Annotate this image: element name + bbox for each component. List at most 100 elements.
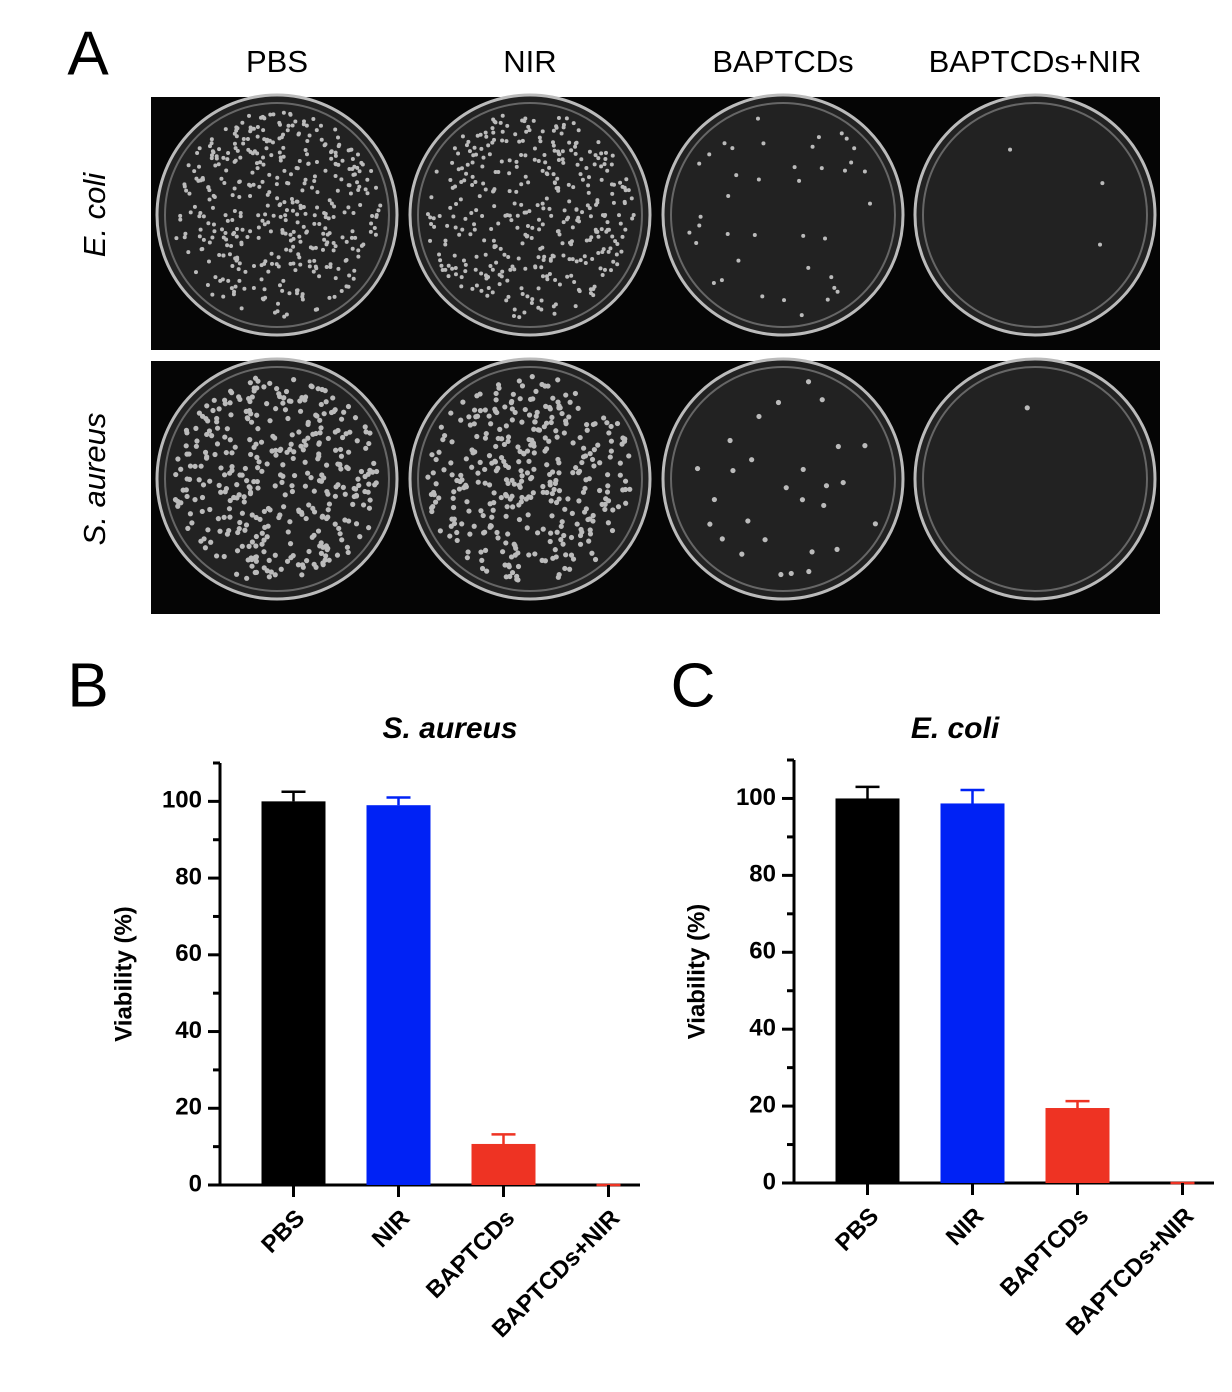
- colony: [302, 459, 308, 465]
- colony: [508, 267, 513, 272]
- y-tick-label: 0: [189, 1170, 202, 1197]
- colony: [529, 301, 534, 306]
- colony: [229, 286, 234, 291]
- colony: [496, 221, 501, 226]
- colony: [296, 429, 302, 435]
- colony: [338, 466, 344, 472]
- colony: [339, 289, 344, 294]
- colony: [534, 530, 541, 536]
- colony: [345, 549, 351, 556]
- colony: [253, 533, 259, 540]
- colony: [562, 208, 567, 213]
- colony: [333, 447, 339, 453]
- colony: [333, 153, 338, 158]
- colony: [478, 549, 484, 555]
- colony: [602, 162, 607, 167]
- colony: [221, 294, 226, 299]
- colony: [268, 112, 273, 117]
- colony: [323, 168, 328, 173]
- petri-rim: [164, 366, 390, 592]
- colony: [698, 214, 703, 219]
- colony: [573, 304, 578, 309]
- colony: [213, 275, 218, 280]
- colony: [369, 221, 374, 226]
- colony: [540, 201, 545, 206]
- colony: [609, 162, 614, 167]
- colony: [560, 149, 565, 154]
- colony: [260, 218, 265, 223]
- colony: [246, 396, 252, 402]
- colony: [584, 427, 590, 433]
- colony: [823, 236, 828, 241]
- colony: [514, 164, 519, 169]
- colony: [687, 230, 692, 235]
- colony: [500, 269, 505, 274]
- colony: [194, 438, 200, 444]
- colony: [315, 205, 320, 210]
- colony: [520, 292, 525, 297]
- colony: [567, 257, 572, 262]
- bar: [366, 805, 431, 1185]
- colony: [300, 564, 306, 570]
- colony: [490, 126, 495, 131]
- colony: [255, 134, 260, 139]
- colony: [337, 142, 342, 147]
- colony: [622, 486, 629, 493]
- colony: [477, 194, 482, 199]
- colony: [289, 432, 295, 438]
- colony: [532, 551, 538, 557]
- colony: [319, 386, 325, 393]
- colony: [238, 155, 243, 160]
- colony: [707, 521, 713, 527]
- colony: [246, 484, 252, 490]
- colony: [596, 140, 601, 145]
- colony: [318, 550, 325, 556]
- colony: [248, 125, 253, 130]
- colony: [561, 125, 566, 130]
- colony: [453, 225, 458, 230]
- colony: [600, 213, 605, 218]
- colony: [329, 149, 334, 154]
- colony: [216, 406, 222, 412]
- colony: [281, 110, 286, 115]
- colony: [522, 310, 527, 315]
- colony: [284, 247, 289, 252]
- colony: [505, 531, 511, 537]
- colony: [540, 526, 546, 532]
- colony: [324, 265, 329, 270]
- colony: [317, 221, 322, 226]
- colony: [235, 257, 240, 262]
- colony: [356, 188, 361, 193]
- colony: [538, 139, 543, 144]
- colony: [610, 507, 616, 513]
- colony: [304, 152, 309, 157]
- colony: [507, 573, 513, 580]
- colony: [474, 433, 480, 440]
- colony: [555, 574, 561, 580]
- colony: [278, 158, 283, 163]
- colony: [367, 467, 373, 473]
- colony: [552, 547, 558, 553]
- colony: [226, 150, 231, 155]
- colony: [363, 187, 368, 192]
- colony: [313, 564, 319, 570]
- colony: [332, 493, 338, 499]
- colony: [557, 232, 562, 237]
- colony: [522, 406, 528, 413]
- row-label: S. aureus: [77, 413, 112, 546]
- colony: [437, 528, 443, 534]
- colony: [249, 512, 255, 518]
- colony: [482, 480, 488, 486]
- colony: [366, 525, 372, 531]
- colony: [526, 552, 532, 558]
- colony: [253, 558, 259, 564]
- colony: [604, 420, 610, 426]
- colony: [519, 473, 525, 479]
- colony: [549, 490, 555, 497]
- colony: [232, 209, 237, 214]
- colony: [617, 460, 623, 466]
- colony: [550, 140, 555, 145]
- colony: [730, 467, 736, 474]
- colony: [184, 493, 190, 500]
- colony: [497, 426, 503, 432]
